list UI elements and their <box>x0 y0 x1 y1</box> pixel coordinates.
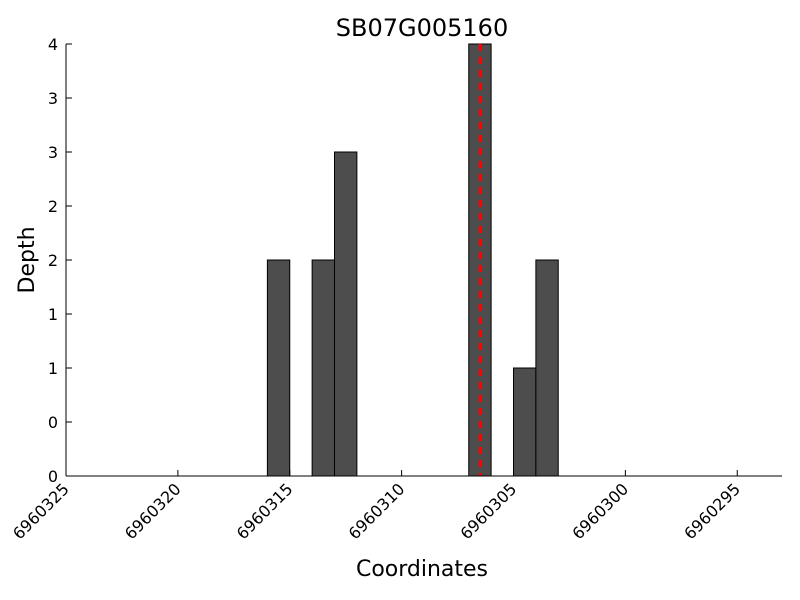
x-tick-label: 6960325 <box>9 479 73 543</box>
bars-layer <box>266 43 559 477</box>
bar-6960313 <box>334 151 358 477</box>
x-tick-label: 6960305 <box>457 479 521 543</box>
y-tick-label: 4 <box>48 35 58 54</box>
y-tick-label: 1 <box>48 359 58 378</box>
y-tick-label: 0 <box>48 467 58 486</box>
chart-title: SB07G005160 <box>336 14 508 42</box>
x-tick-label: 6960315 <box>233 479 297 543</box>
bar-6960314 <box>311 259 335 477</box>
x-axis-title: Coordinates <box>356 557 488 582</box>
bar-6960304 <box>535 259 559 477</box>
x-tick-label: 6960310 <box>345 479 409 543</box>
x-tick-label: 6960320 <box>121 479 185 543</box>
y-tick-label: 2 <box>48 197 58 216</box>
x-tick-label: 6960300 <box>568 479 632 543</box>
bar-6960316 <box>266 259 291 477</box>
bar-6960305 <box>513 367 537 477</box>
y-tick-label: 3 <box>48 89 58 108</box>
y-tick-label: 1 <box>48 305 58 324</box>
y-axis-title: Depth <box>15 226 40 293</box>
y-tick-label: 2 <box>48 251 58 270</box>
y-tick-label: 0 <box>48 413 58 432</box>
y-ticks-layer: 0 0 1 1 2 2 3 3 4 <box>48 35 72 486</box>
y-tick-label: 3 <box>48 143 58 162</box>
x-ticks-layer: 6960325 6960320 6960315 6960310 6960305 69603… <box>9 470 744 543</box>
x-tick-label: 6960295 <box>680 479 744 543</box>
